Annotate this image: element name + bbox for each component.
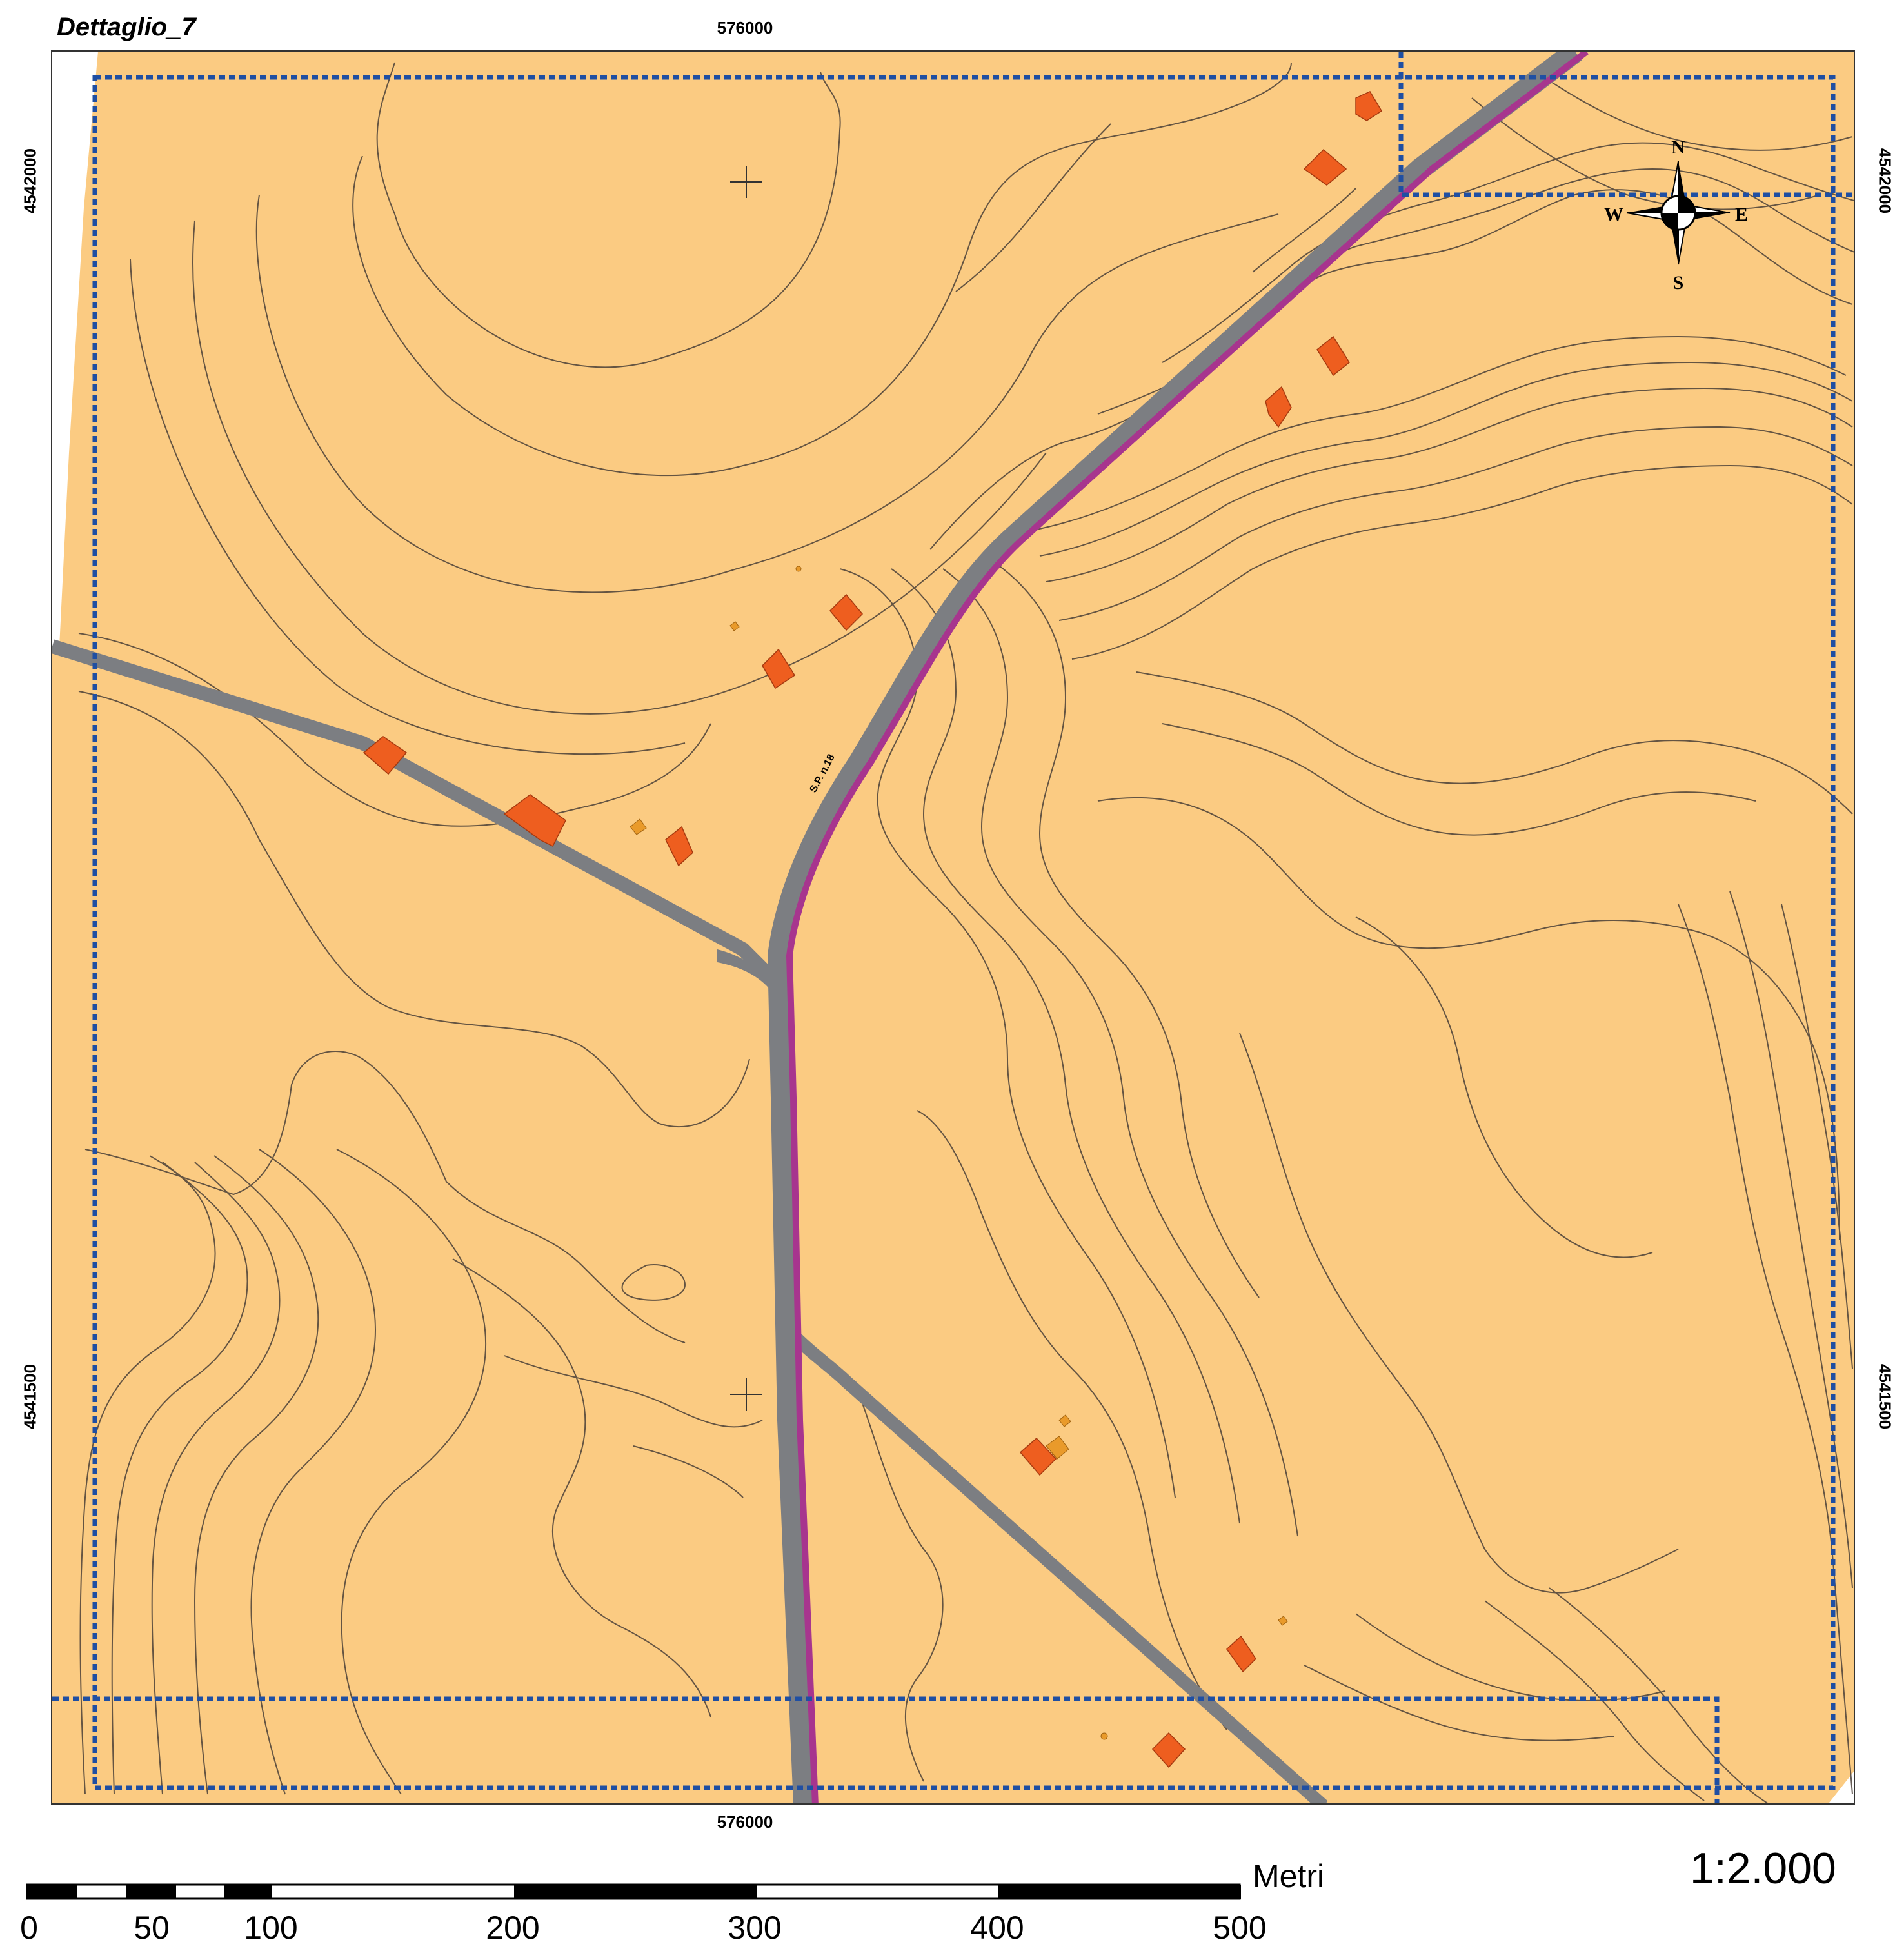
building-7 — [362, 736, 408, 775]
boundary-south — [52, 1696, 1720, 1803]
building-10 — [1019, 1437, 1057, 1476]
map-canvas[interactable]: S.P. n.18 N S E W — [51, 50, 1855, 1805]
building-2 — [1303, 148, 1347, 186]
study-boundary — [52, 52, 1854, 1803]
compass-w: W — [1604, 204, 1623, 225]
building-1 — [1355, 91, 1383, 121]
easting-label-top: 576000 — [717, 18, 773, 37]
compass-e: E — [1735, 204, 1748, 225]
compass-n: N — [1671, 137, 1685, 158]
grid-crosses — [730, 166, 762, 1411]
scale-tick: 300 — [728, 1910, 782, 1946]
scale-tick: 400 — [970, 1910, 1024, 1946]
road-southeast-branch — [789, 1331, 1328, 1803]
easting-label-bottom: 576000 — [717, 1812, 773, 1832]
northing-label-left-bottom: 4541500 — [20, 1363, 40, 1430]
scale-tick: 50 — [134, 1910, 170, 1946]
land-area — [52, 52, 1854, 1803]
building-4 — [1265, 386, 1292, 428]
northing-label-left-top: 4542000 — [20, 148, 40, 214]
map-title: Dettaglio_7 — [57, 13, 196, 41]
contour-lines — [78, 62, 1854, 1803]
scale-tick: 100 — [244, 1910, 298, 1946]
building-8 — [503, 794, 566, 847]
no-data-area — [52, 52, 98, 646]
scale-bar — [26, 1883, 1241, 1900]
scale-ratio: 1:2.000 — [1690, 1844, 1836, 1893]
building-9 — [665, 826, 693, 867]
scale-tick: 500 — [1213, 1910, 1267, 1946]
minor-buildings — [630, 566, 1288, 1740]
building-12 — [1151, 1732, 1186, 1768]
compass-rose-icon: N S E W — [1604, 137, 1748, 293]
building-5 — [829, 593, 864, 631]
scale-tick: 200 — [486, 1910, 540, 1946]
boundary-outer — [92, 75, 1836, 1790]
buildings — [362, 91, 1383, 1768]
scale-tick: 0 — [20, 1910, 38, 1946]
building-6 — [762, 648, 796, 689]
building-11 — [1226, 1635, 1256, 1673]
road-main-sp18 — [786, 52, 1589, 1803]
road-junction — [717, 949, 782, 1007]
road-main-grey — [767, 52, 1582, 1803]
northing-label-right-bottom: 4541500 — [1875, 1363, 1895, 1430]
scale-unit: Metri — [1253, 1858, 1325, 1894]
northing-label-right-top: 4542000 — [1875, 148, 1895, 214]
boundary-northeast — [1398, 52, 1854, 197]
no-data-corner — [1829, 1772, 1854, 1803]
building-3 — [1316, 335, 1350, 377]
compass-s: S — [1673, 272, 1684, 293]
